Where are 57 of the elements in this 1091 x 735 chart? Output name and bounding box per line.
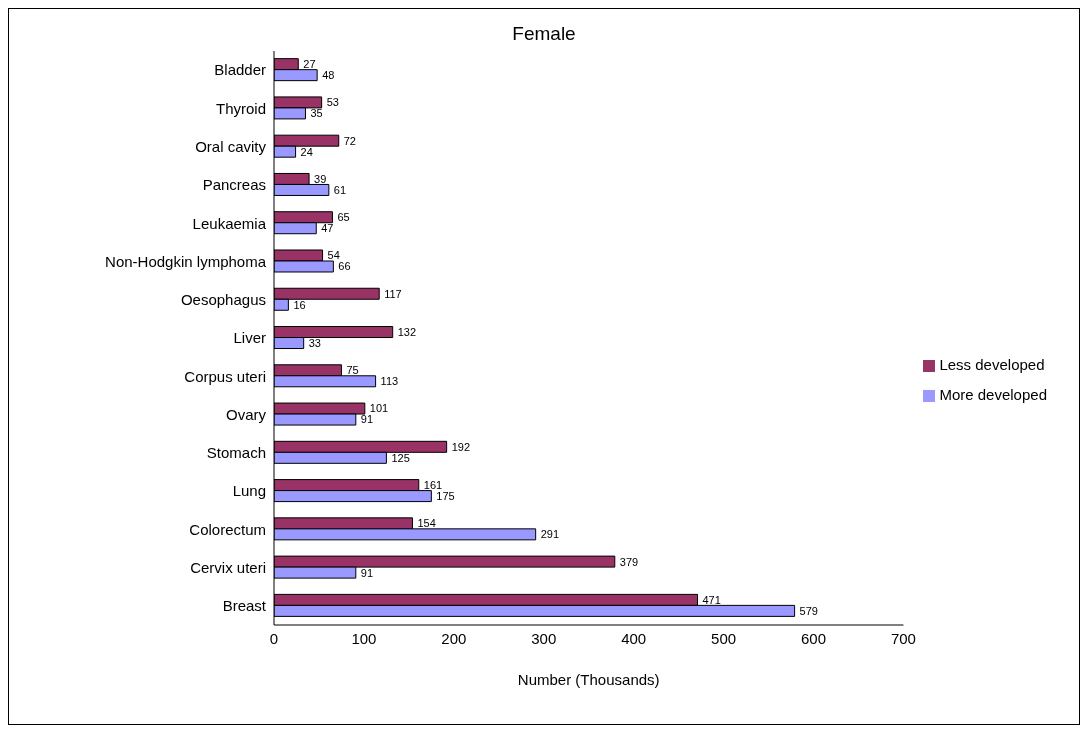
legend-label: More developed: [939, 386, 1047, 403]
y-tick-label: Corpus uteri: [184, 367, 266, 385]
data-label: 117: [384, 287, 402, 300]
chart-title: Female: [511, 23, 577, 45]
data-label: 33: [308, 336, 321, 349]
y-tick-label: Ovary: [225, 405, 267, 423]
x-tick-label: 200: [441, 629, 467, 647]
data-label: 291: [540, 528, 560, 541]
y-tick-label: Thyroid: [215, 99, 266, 117]
data-label: 66: [338, 260, 351, 273]
data-label: 72: [343, 134, 356, 147]
data-label: 27: [303, 58, 316, 71]
data-label: 61: [333, 183, 347, 196]
data-label: 24: [300, 145, 313, 158]
data-label: 161: [423, 478, 443, 491]
data-label: 132: [397, 325, 417, 338]
data-label: 65: [337, 211, 350, 224]
data-label: 125: [391, 451, 410, 464]
y-tick-label: Pancreas: [202, 176, 266, 194]
x-tick-label: 600: [800, 629, 827, 647]
data-label: 579: [799, 604, 818, 617]
x-tick-label: 500: [711, 629, 737, 647]
y-tick-label: Bladder: [214, 61, 266, 79]
data-label: 39: [314, 172, 327, 185]
data-label: 54: [327, 249, 340, 262]
y-tick-label: Lung: [232, 482, 266, 500]
x-tick-label: 700: [890, 629, 916, 647]
y-tick-label: Non-Hodgkin lymphoma: [105, 252, 267, 270]
data-label: 35: [310, 107, 323, 120]
x-tick-label: 0: [269, 629, 279, 647]
x-tick-label: 400: [621, 629, 647, 647]
legend-label: Less developed: [939, 356, 1045, 373]
data-label: 154: [417, 517, 436, 530]
x-tick-label: 100: [351, 629, 377, 647]
data-label: 75: [346, 364, 359, 377]
data-label: 175: [436, 489, 455, 502]
data-label: 48: [322, 69, 335, 82]
y-tick-label: Oesophagus: [180, 291, 266, 309]
data-label: 16: [293, 298, 306, 311]
y-tick-label: Stomach: [206, 444, 266, 462]
y-tick-label: Cervix uteri: [190, 558, 266, 576]
y-tick-label: Breast: [222, 597, 267, 615]
y-tick-label: Liver: [233, 329, 266, 347]
data-label: 113: [380, 375, 399, 388]
y-tick-label: Leukaemia: [192, 214, 267, 232]
data-label: 101: [369, 402, 389, 415]
y-tick-label: Colorectum: [189, 520, 266, 538]
data-label: 91: [360, 413, 374, 426]
data-label: 91: [360, 566, 374, 579]
x-axis-title: Number (Thousands): [517, 671, 660, 688]
x-tick-label: 300: [531, 629, 557, 647]
data-label: 47: [321, 222, 334, 235]
data-label: 192: [451, 440, 470, 453]
data-label: 53: [326, 96, 339, 109]
y-tick-label: Oral cavity: [195, 137, 267, 155]
data-label: 471: [702, 593, 721, 606]
data-label: 379: [619, 555, 639, 568]
